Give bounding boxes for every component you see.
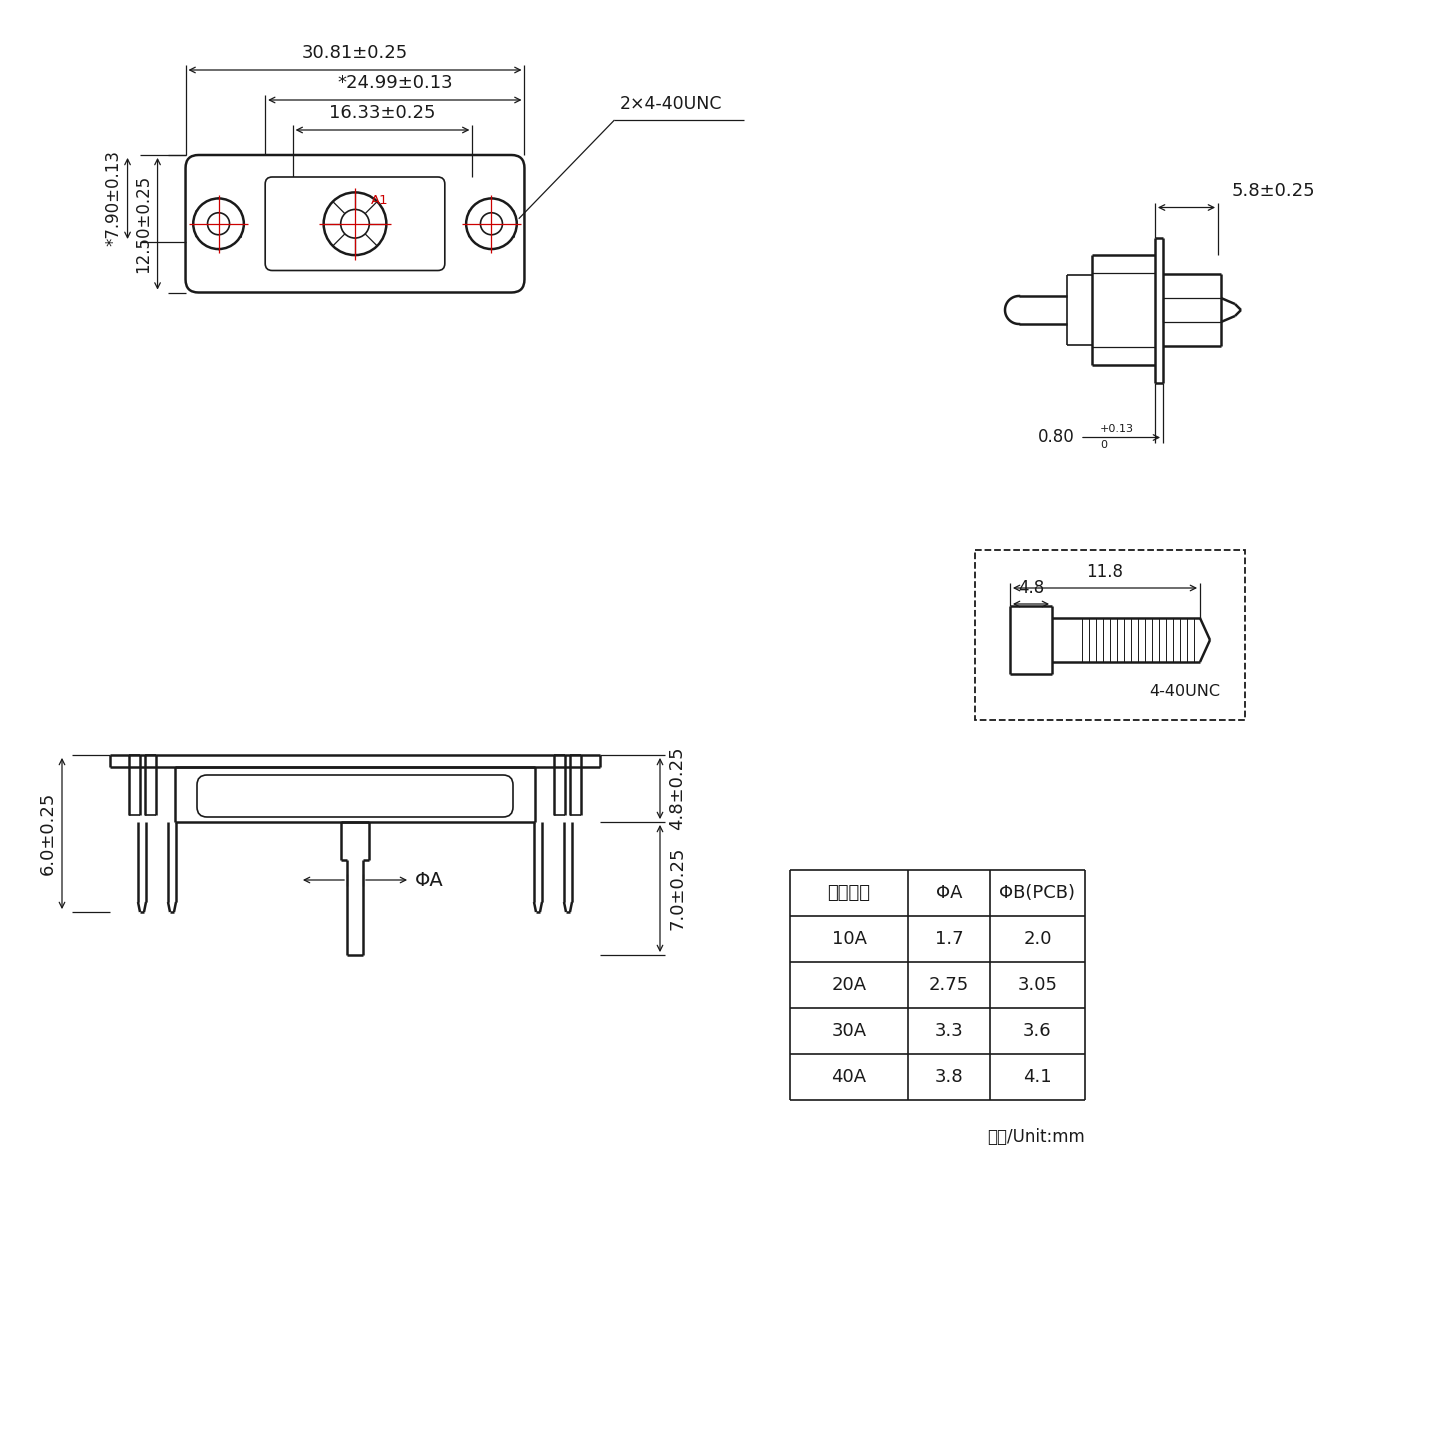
Circle shape bbox=[207, 213, 229, 235]
Text: 0: 0 bbox=[1100, 441, 1107, 451]
Text: 额定电流: 额定电流 bbox=[828, 884, 871, 901]
FancyBboxPatch shape bbox=[186, 156, 524, 292]
Text: 4.8±0.25: 4.8±0.25 bbox=[668, 747, 685, 831]
Circle shape bbox=[341, 209, 369, 238]
Text: A1: A1 bbox=[372, 194, 389, 207]
Text: *24.99±0.13: *24.99±0.13 bbox=[337, 73, 452, 92]
Text: ΦA: ΦA bbox=[936, 884, 962, 901]
FancyBboxPatch shape bbox=[197, 775, 513, 816]
Text: 4.1: 4.1 bbox=[1024, 1068, 1051, 1086]
Text: 16.33±0.25: 16.33±0.25 bbox=[330, 104, 436, 122]
Text: 单位/Unit:mm: 单位/Unit:mm bbox=[988, 1128, 1084, 1146]
Text: 3.6: 3.6 bbox=[1024, 1022, 1051, 1040]
Text: ΦA: ΦA bbox=[415, 871, 444, 890]
Text: 20A: 20A bbox=[831, 976, 867, 994]
Text: 6.0±0.25: 6.0±0.25 bbox=[39, 792, 58, 876]
Text: +0.13: +0.13 bbox=[1100, 425, 1135, 435]
Text: 1.7: 1.7 bbox=[935, 930, 963, 948]
FancyBboxPatch shape bbox=[265, 177, 445, 271]
Text: 5.8±0.25: 5.8±0.25 bbox=[1231, 181, 1315, 200]
Circle shape bbox=[324, 193, 386, 255]
Text: 2.75: 2.75 bbox=[929, 976, 969, 994]
Text: *7.90±0.13: *7.90±0.13 bbox=[105, 150, 122, 246]
Text: 40A: 40A bbox=[831, 1068, 867, 1086]
Circle shape bbox=[481, 213, 503, 235]
Text: 3.05: 3.05 bbox=[1018, 976, 1057, 994]
Text: digisine: digisine bbox=[259, 210, 410, 248]
Text: 2.0: 2.0 bbox=[1024, 930, 1051, 948]
Text: 4-40UNC: 4-40UNC bbox=[1149, 684, 1221, 698]
Circle shape bbox=[467, 199, 517, 249]
Text: 11.8: 11.8 bbox=[1087, 563, 1123, 580]
Text: ΦB(PCB): ΦB(PCB) bbox=[999, 884, 1076, 901]
Text: 3.3: 3.3 bbox=[935, 1022, 963, 1040]
Text: 2×4-40UNC: 2×4-40UNC bbox=[619, 95, 721, 112]
Bar bbox=[975, 550, 1246, 720]
Text: 7.0±0.25: 7.0±0.25 bbox=[668, 847, 685, 930]
Text: 12.50±0.25: 12.50±0.25 bbox=[134, 174, 153, 272]
Text: 0.80: 0.80 bbox=[1038, 429, 1076, 446]
Text: 10A: 10A bbox=[831, 930, 867, 948]
Text: 30.81±0.25: 30.81±0.25 bbox=[302, 45, 408, 62]
Text: 30A: 30A bbox=[831, 1022, 867, 1040]
Circle shape bbox=[193, 199, 243, 249]
Text: 3.8: 3.8 bbox=[935, 1068, 963, 1086]
Text: 4.8: 4.8 bbox=[1018, 579, 1044, 598]
